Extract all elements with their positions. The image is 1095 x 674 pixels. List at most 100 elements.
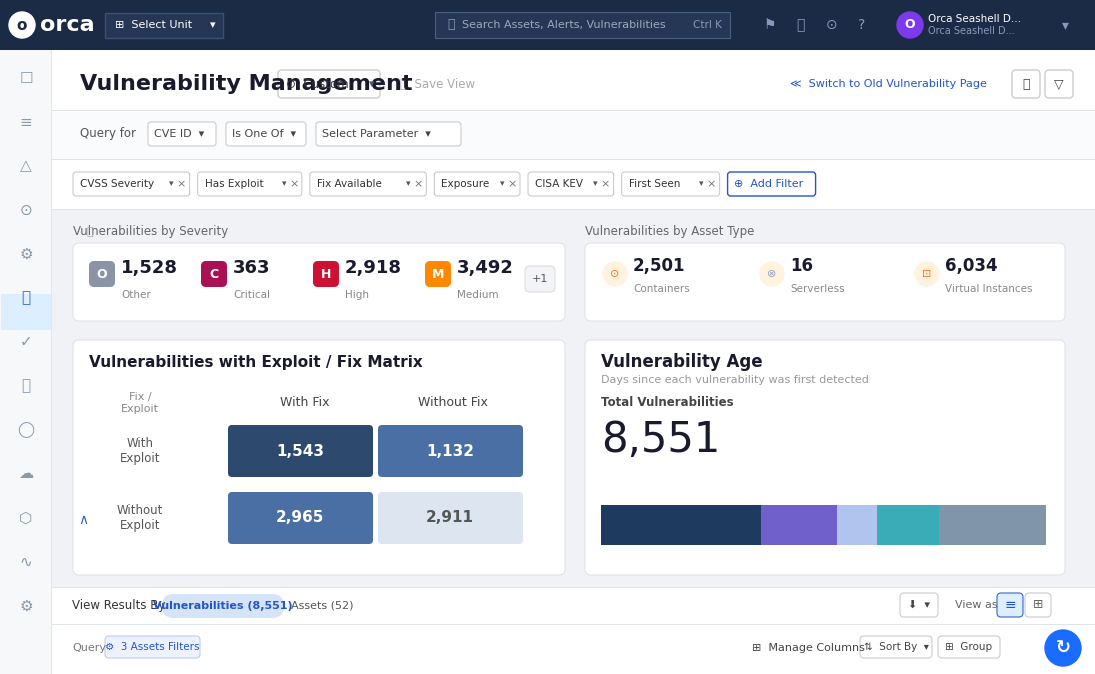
FancyBboxPatch shape (938, 636, 1000, 658)
Circle shape (897, 12, 923, 38)
Text: ⬇  ▾: ⬇ ▾ (908, 600, 930, 610)
Text: ☐: ☐ (20, 71, 33, 86)
Text: ⊕  Add Filter: ⊕ Add Filter (734, 179, 803, 189)
Text: ⓘ: ⓘ (80, 227, 94, 237)
Text: ≡: ≡ (20, 115, 33, 129)
Text: O: O (904, 18, 915, 32)
Text: ⊙: ⊙ (610, 269, 620, 279)
Bar (51, 210, 1095, 540)
FancyBboxPatch shape (162, 594, 284, 618)
Text: Vulnerabilities by Asset Type: Vulnerabilities by Asset Type (585, 226, 754, 239)
Text: ▾: ▾ (406, 179, 411, 189)
Text: O: O (96, 268, 107, 280)
FancyBboxPatch shape (998, 593, 1023, 617)
Text: Ctrl K: Ctrl K (692, 20, 722, 30)
Text: C: C (209, 268, 219, 280)
Text: Vulnerability Age: Vulnerability Age (601, 353, 762, 371)
Text: Medium: Medium (457, 290, 498, 300)
Text: ∧: ∧ (78, 513, 88, 527)
Text: 📋: 📋 (22, 379, 31, 394)
Text: Query: Query (72, 643, 106, 653)
Text: 1,528: 1,528 (122, 259, 178, 277)
Text: Assets (52): Assets (52) (291, 601, 354, 611)
Text: ⊙: ⊙ (827, 18, 838, 32)
Bar (51, 110, 1095, 160)
Bar (105, 13, 223, 38)
Text: 🔍: 🔍 (447, 18, 454, 32)
Bar (51, 110, 1095, 111)
Text: Virtual Instances: Virtual Instances (945, 284, 1033, 294)
Text: H: H (321, 268, 331, 280)
Text: 16: 16 (789, 257, 812, 275)
Text: +1: +1 (532, 274, 549, 284)
Text: orca: orca (41, 15, 94, 35)
Text: First Seen: First Seen (629, 179, 680, 189)
FancyBboxPatch shape (73, 340, 565, 575)
Bar (0, 50, 51, 674)
Bar (51, 624, 1095, 625)
Text: ⚙  3 Assets Filters: ⚙ 3 Assets Filters (105, 642, 199, 652)
Bar (1, 294, 51, 330)
Text: CVSS Severity: CVSS Severity (80, 179, 154, 189)
Text: ▾: ▾ (170, 179, 174, 189)
Text: ▽: ▽ (1054, 78, 1064, 90)
Bar (761, 505, 837, 545)
Text: 3,492: 3,492 (457, 259, 514, 277)
FancyBboxPatch shape (900, 593, 938, 617)
FancyBboxPatch shape (622, 172, 719, 196)
Text: ▾: ▾ (593, 179, 598, 189)
Text: ×: × (707, 179, 716, 189)
FancyBboxPatch shape (727, 172, 816, 196)
Text: CVE ID  ▾: CVE ID ▾ (154, 129, 205, 139)
Text: ×: × (414, 179, 423, 189)
Circle shape (915, 262, 940, 286)
Text: 363: 363 (233, 259, 270, 277)
Text: Without Fix: Without Fix (418, 396, 488, 410)
Bar (940, 505, 1046, 545)
Text: Total Vulnerabilities: Total Vulnerabilities (601, 396, 734, 408)
Text: ∿: ∿ (20, 555, 33, 570)
FancyBboxPatch shape (525, 266, 555, 292)
FancyBboxPatch shape (316, 122, 461, 146)
Bar (435, 12, 730, 38)
Text: Vulnerabilities with Exploit / Fix Matrix: Vulnerabilities with Exploit / Fix Matri… (89, 355, 423, 369)
Text: ✓: ✓ (20, 334, 33, 350)
FancyBboxPatch shape (435, 172, 520, 196)
Text: 1,543: 1,543 (276, 443, 324, 458)
Text: Days since each vulnerability was first detected: Days since each vulnerability was first … (601, 375, 868, 385)
Text: 🔔: 🔔 (796, 18, 804, 32)
Text: ⊙  Custom: ⊙ Custom (286, 78, 348, 90)
Text: ?: ? (858, 18, 866, 32)
Circle shape (1045, 630, 1081, 666)
Text: Orca Seashell D...: Orca Seashell D... (927, 26, 1015, 36)
Bar (877, 505, 940, 545)
Text: With
Exploit: With Exploit (119, 437, 160, 465)
Text: ×: × (289, 179, 299, 189)
Text: M: M (431, 268, 445, 280)
Text: 2,501: 2,501 (633, 257, 685, 275)
FancyBboxPatch shape (226, 122, 306, 146)
Text: 1,132: 1,132 (426, 443, 474, 458)
FancyBboxPatch shape (228, 492, 373, 544)
Text: △: △ (20, 158, 32, 173)
FancyBboxPatch shape (1025, 593, 1051, 617)
Text: ▾: ▾ (281, 179, 286, 189)
Text: With Fix: With Fix (280, 396, 330, 410)
Text: ⬡: ⬡ (20, 510, 33, 526)
Text: 8,551: 8,551 (601, 419, 721, 461)
Text: 🔍: 🔍 (1023, 78, 1029, 90)
Text: o: o (16, 18, 27, 32)
Text: ×: × (601, 179, 610, 189)
Text: ⚙: ⚙ (20, 599, 33, 613)
Text: ⊡: ⊡ (922, 269, 932, 279)
Text: ☁: ☁ (19, 466, 34, 481)
Text: Without
Exploit: Without Exploit (117, 504, 163, 532)
Text: Serverless: Serverless (789, 284, 844, 294)
FancyBboxPatch shape (435, 12, 730, 38)
Text: Other: Other (122, 290, 151, 300)
Text: ▾: ▾ (369, 79, 374, 89)
FancyBboxPatch shape (378, 492, 523, 544)
Bar (51, 159, 1095, 160)
FancyBboxPatch shape (313, 261, 339, 287)
Text: ⊞  Manage Columns: ⊞ Manage Columns (752, 643, 865, 653)
